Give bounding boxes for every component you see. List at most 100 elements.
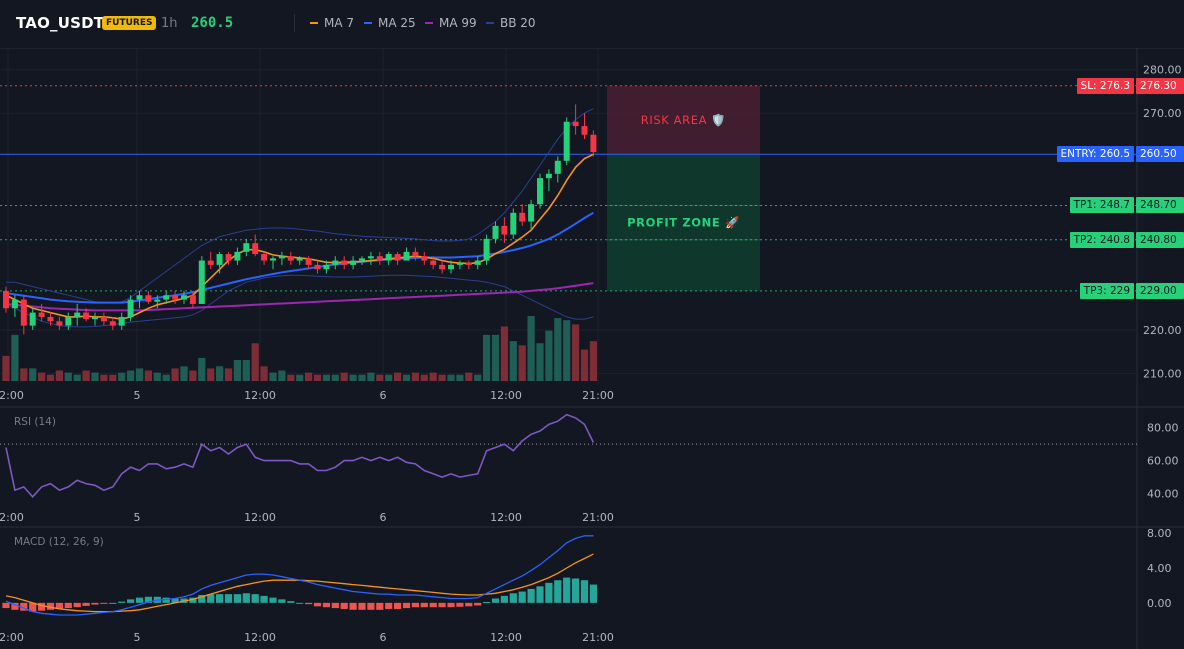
sl-level-tag[interactable]: SL: 276.3 [1076, 77, 1134, 94]
volume-bar [198, 357, 206, 381]
macd-title: MACD (12, 26, 9) [14, 536, 104, 548]
time-axis-label: 21:00 [582, 389, 614, 402]
legend-ma7-swatch [310, 22, 318, 24]
legend-bb20[interactable]: BB 20 [486, 16, 536, 30]
volume-bar [296, 374, 304, 381]
legend-ma99-swatch [425, 22, 433, 24]
macd-histogram-bar [64, 602, 72, 609]
macd-histogram-bar [500, 595, 508, 603]
macd-histogram-bar [224, 594, 233, 603]
macd-histogram-bar [91, 602, 99, 605]
volume-bar [358, 374, 366, 381]
macd-histogram-bar [385, 602, 393, 609]
candle-body [430, 260, 437, 265]
volume-bar [233, 360, 241, 381]
volume-bar [429, 372, 437, 381]
macd-histogram-bar [483, 601, 491, 603]
candle-body [456, 262, 463, 265]
volume-bar [20, 368, 28, 381]
legend-ma7-label: MA 7 [324, 16, 355, 30]
candle-body [252, 243, 259, 255]
volume-bar [322, 374, 330, 381]
volume-bar [82, 370, 90, 381]
candle-body [474, 260, 481, 265]
volume-bar [224, 368, 233, 381]
candle-body [332, 260, 339, 265]
candle-body [100, 316, 107, 322]
time-axis-label: 6 [380, 631, 387, 644]
last-price: 260.5 [191, 15, 234, 31]
volume-bar [305, 372, 313, 381]
candle-body [367, 256, 374, 259]
candle-body [296, 258, 303, 261]
candle-body [554, 160, 561, 174]
candle-body [278, 256, 285, 259]
macd-axis-tick: 0.00 [1147, 597, 1172, 610]
symbol-title[interactable]: TAO_USDT [16, 14, 105, 32]
legend-ma25[interactable]: MA 25 [364, 16, 416, 30]
candle-body [20, 299, 27, 326]
candle-body [38, 312, 45, 317]
candle-body [572, 121, 579, 127]
candle-body [189, 295, 196, 304]
macd-histogram-bar [162, 597, 170, 603]
candle-body [234, 251, 241, 261]
volume-bar [55, 370, 63, 381]
volume-bar [465, 372, 473, 381]
chart-header: TAO_USDT FUTURES 1h 260.5 MA 7 MA 25 MA … [0, 0, 1184, 49]
macd-histogram-bar [313, 602, 322, 607]
candle-body [47, 316, 54, 322]
candle-body [74, 312, 81, 317]
volume-bar [216, 366, 224, 381]
price-axis-tick: 220.00 [1143, 324, 1182, 337]
macd-histogram-bar [322, 602, 330, 608]
volume-bar [456, 374, 464, 381]
tp1-price-tag: 248.70 [1136, 197, 1184, 214]
volume-bar [118, 372, 126, 381]
macd-histogram-bar [491, 598, 500, 603]
price-axis-tick: 270.00 [1143, 107, 1182, 120]
time-axis-label: 6 [380, 511, 387, 524]
legend-ma99-label: MA 99 [439, 16, 477, 30]
candle-body [198, 260, 205, 304]
candle-body [412, 251, 419, 257]
volume-bar [38, 372, 46, 381]
macd-histogram-bar [563, 577, 571, 603]
rsi-axis-tick: 60.00 [1147, 455, 1179, 468]
profit-zone [607, 154, 760, 291]
timeframe-selector[interactable]: 1h [161, 16, 178, 31]
macd-histogram-bar [144, 596, 152, 603]
macd-histogram-bar [216, 594, 224, 603]
candle-body [563, 121, 570, 161]
candle-body [590, 134, 597, 153]
macd-histogram-bar [465, 602, 473, 607]
tp1-level-tag[interactable]: TP1: 248.7 [1069, 197, 1134, 214]
volume-bar [572, 324, 580, 381]
time-axis-label: 12:00 [490, 389, 522, 402]
candle-body [305, 258, 312, 265]
macd-histogram-bar [296, 602, 304, 604]
volume-bar [589, 341, 597, 381]
tp3-level-tag[interactable]: TP3: 229 [1079, 282, 1134, 299]
macd-histogram-bar [278, 599, 286, 603]
macd-histogram-bar [402, 602, 411, 609]
tp2-level-tag[interactable]: TP2: 240.8 [1069, 231, 1134, 248]
macd-histogram-bar [242, 593, 250, 603]
candle-body [154, 299, 161, 302]
macd-histogram-bar [46, 602, 55, 610]
legend-ma99[interactable]: MA 99 [425, 16, 477, 30]
macd-histogram-bar [572, 578, 580, 603]
entry-price-tag: 260.50 [1136, 146, 1184, 163]
volume-bar [100, 374, 108, 381]
volume-bar [367, 372, 375, 381]
macd-histogram-bar [474, 602, 482, 606]
candle-body [287, 256, 294, 261]
macd-axis-tick: 8.00 [1147, 527, 1172, 540]
volume-bar [518, 345, 526, 381]
entry-level-tag[interactable]: ENTRY: 260.5 [1056, 146, 1134, 163]
candle-body [448, 264, 454, 270]
volume-bar [11, 334, 19, 381]
volume-bar [144, 370, 152, 381]
legend-ma7[interactable]: MA 7 [310, 16, 354, 30]
